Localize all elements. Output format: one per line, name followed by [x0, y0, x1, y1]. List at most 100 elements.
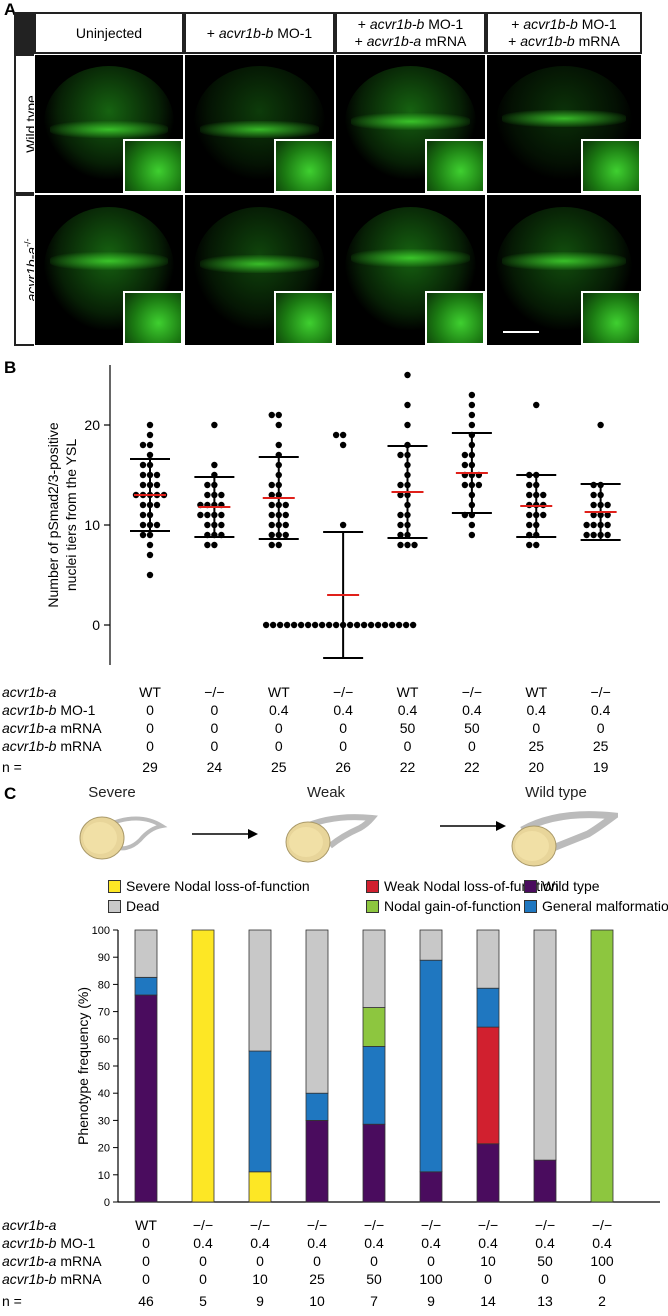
- data-point: [468, 391, 476, 399]
- bar-segment: [419, 959, 443, 1173]
- table-cell: 25: [528, 738, 545, 754]
- data-point: [404, 371, 411, 379]
- data-point: [318, 621, 326, 629]
- table-cell: 19: [592, 759, 609, 775]
- embryo-image: [486, 194, 642, 346]
- data-point: [468, 461, 476, 469]
- table-cell: 0.4: [333, 702, 353, 718]
- table-cell: 0.4: [421, 1235, 441, 1251]
- data-point: [404, 441, 411, 449]
- data-point: [211, 491, 218, 499]
- data-point: [146, 541, 154, 549]
- data-point: [597, 511, 604, 519]
- zoom-inset: [274, 291, 334, 345]
- data-point: [275, 501, 282, 509]
- data-point: [590, 491, 597, 499]
- data-point: [146, 521, 154, 529]
- data-point: [275, 451, 282, 459]
- table-row-label: acvr1b-a mRNA: [2, 720, 102, 736]
- data-point: [461, 451, 469, 459]
- data-point: [275, 541, 282, 549]
- panel-c-label: C: [4, 784, 17, 803]
- y-tick-label: 40: [98, 1088, 110, 1100]
- legend-swatch: [108, 879, 121, 893]
- table-row-label: acvr1b-b mRNA: [2, 1271, 102, 1287]
- data-point: [283, 621, 291, 629]
- table-cell: 0: [427, 1253, 435, 1269]
- table-cell: 0: [142, 1271, 150, 1287]
- data-point: [597, 531, 604, 539]
- bar-segment: [476, 1026, 500, 1145]
- data-point: [404, 531, 411, 539]
- table-cell: 0.4: [193, 1235, 213, 1251]
- data-point: [597, 421, 604, 429]
- table-cell: 0: [142, 1253, 150, 1269]
- data-point: [526, 481, 533, 489]
- data-point: [533, 401, 540, 409]
- table-cell: 0: [403, 738, 412, 754]
- table-cell: −/−: [249, 1217, 271, 1233]
- table-cell: 7: [370, 1293, 378, 1309]
- data-point: [461, 461, 469, 469]
- table-cell: WT: [525, 684, 548, 700]
- data-point: [404, 541, 411, 549]
- data-point: [411, 541, 418, 549]
- bar-segment: [305, 1119, 329, 1203]
- table-cell: 0.4: [526, 702, 546, 718]
- table-cell: 46: [138, 1293, 154, 1309]
- data-point: [139, 531, 147, 539]
- y-axis-title: Number of pSmad2/3-positive nuclei tiers …: [45, 422, 79, 607]
- table-cell: 0: [274, 720, 283, 736]
- y-tick-label: 30: [98, 1115, 110, 1127]
- data-point: [590, 531, 597, 539]
- legend-item-gain: Nodal gain-of-function: [366, 898, 521, 914]
- data-point: [468, 421, 476, 429]
- column-header-mo-a-mrna: + acvr1b-b MO-1 + acvr1b-a mRNA: [335, 12, 486, 54]
- data-point: [397, 521, 404, 529]
- table-cell: WT: [139, 684, 161, 700]
- table-cell: 0: [256, 1253, 264, 1269]
- data-point: [346, 621, 354, 629]
- table-row-label: acvr1b-b MO-1: [2, 1235, 96, 1251]
- table-cell: −/−: [477, 1217, 499, 1233]
- data-point: [304, 621, 312, 629]
- data-point: [139, 441, 147, 449]
- table-cell: −/−: [534, 1217, 556, 1233]
- y-tick-label: 0: [104, 1197, 110, 1209]
- legend-item-wild-type: Wild type: [524, 878, 600, 894]
- table-cell: 0: [467, 738, 476, 754]
- bar-segment: [248, 929, 272, 1052]
- data-point: [526, 511, 533, 519]
- data-point: [604, 501, 611, 509]
- table-cell: 22: [399, 759, 416, 775]
- table-row-label: acvr1b-a: [2, 1217, 57, 1233]
- zoom-inset: [425, 291, 485, 345]
- data-point: [339, 431, 347, 439]
- data-point: [218, 521, 225, 529]
- table-cell: 9: [427, 1293, 435, 1309]
- data-point: [397, 531, 404, 539]
- embryo-label-weak: Weak: [306, 784, 346, 801]
- data-point: [526, 541, 533, 549]
- legend-item-weak: Weak Nodal loss-of-function: [366, 878, 559, 894]
- table-cell: 50: [537, 1253, 553, 1269]
- data-point: [339, 621, 347, 629]
- table-cell: 10: [252, 1271, 268, 1287]
- legend-item-severe: Severe Nodal loss-of-function: [108, 878, 310, 894]
- data-point: [146, 421, 154, 429]
- table-cell: 0.4: [535, 1235, 555, 1251]
- data-point: [533, 541, 540, 549]
- data-point: [311, 621, 319, 629]
- table-cell: 100: [590, 1253, 614, 1269]
- legend-swatch: [108, 899, 121, 913]
- data-point: [204, 541, 211, 549]
- legend-item-dead: Dead: [108, 898, 159, 914]
- data-point: [360, 621, 368, 629]
- embryo-image: [184, 54, 335, 194]
- data-point: [204, 531, 211, 539]
- bar-segment: [476, 1143, 500, 1203]
- data-point: [397, 541, 404, 549]
- table-cell: 14: [480, 1293, 496, 1309]
- column-header-mo-b-mrna: + acvr1b-b MO-1 + acvr1b-b mRNA: [486, 12, 642, 54]
- data-point: [468, 411, 476, 419]
